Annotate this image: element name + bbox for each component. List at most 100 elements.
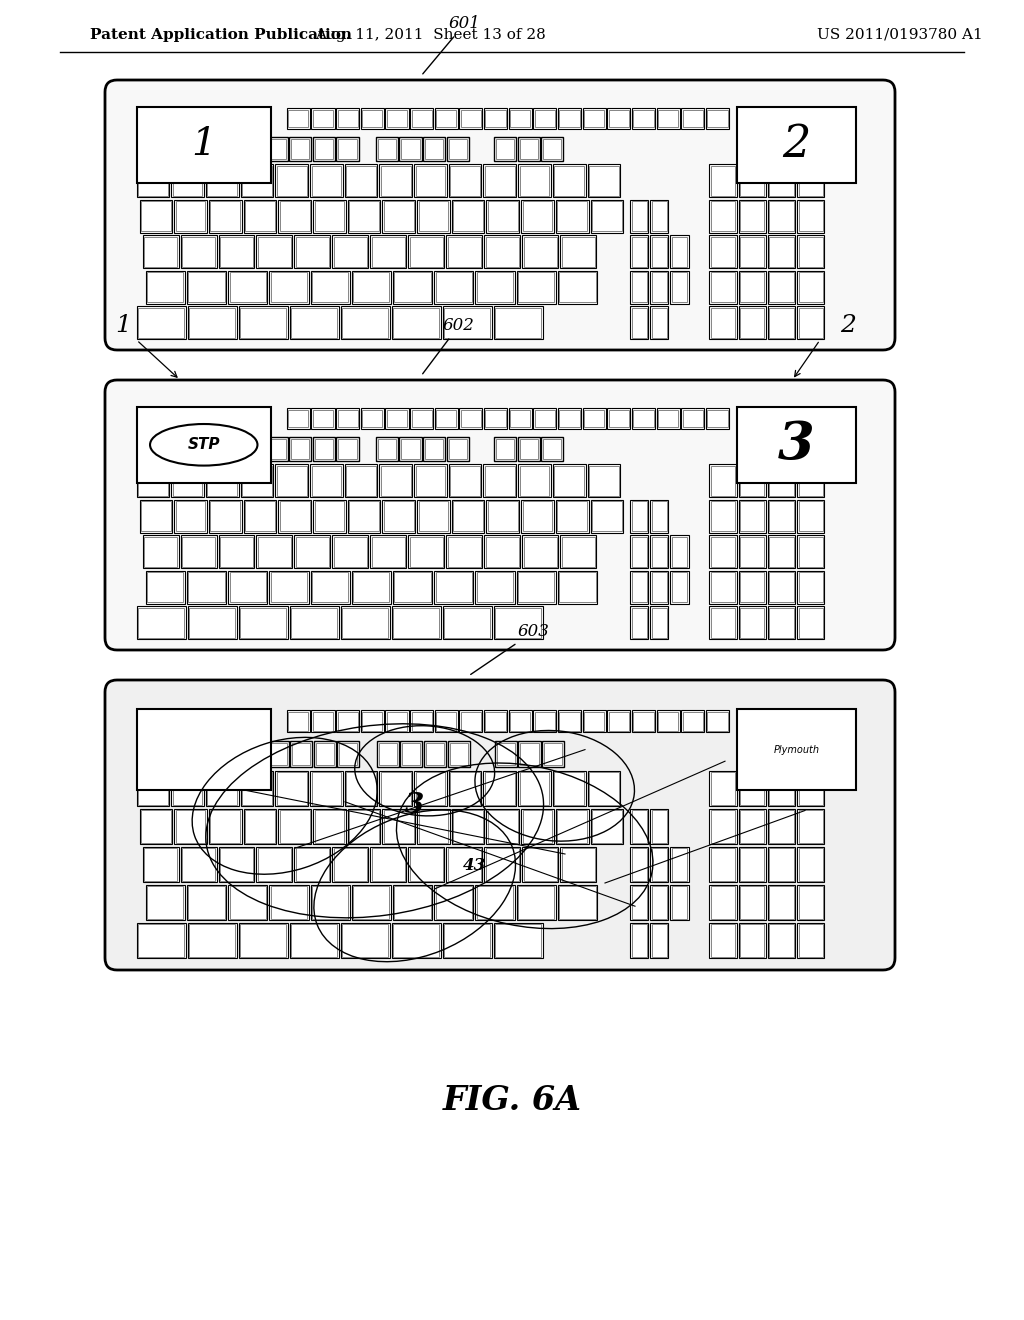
Bar [138, 166, 168, 195]
Bar [589, 166, 618, 195]
Bar [339, 743, 357, 766]
Bar [650, 536, 669, 569]
Bar [189, 924, 236, 957]
Bar [738, 847, 766, 882]
Bar [534, 408, 556, 429]
Bar [372, 849, 404, 880]
Bar [768, 884, 796, 920]
Text: US 2011/0193780 A1: US 2011/0193780 A1 [817, 28, 983, 42]
Bar [447, 236, 480, 267]
Bar [205, 438, 222, 459]
Bar [351, 884, 391, 920]
Bar [351, 570, 391, 603]
Bar [797, 809, 824, 845]
Bar [399, 137, 422, 161]
Bar [362, 110, 382, 127]
Bar [446, 847, 482, 882]
Bar [226, 137, 248, 161]
Bar [436, 110, 457, 127]
Bar [181, 139, 199, 158]
Bar [419, 202, 449, 231]
Bar [339, 438, 356, 459]
Text: 2: 2 [782, 123, 810, 166]
Bar [632, 573, 647, 602]
Bar [738, 165, 766, 198]
Bar [738, 306, 766, 339]
Bar [291, 308, 337, 338]
Bar [588, 165, 621, 198]
Bar [631, 235, 648, 268]
Bar [268, 743, 287, 766]
Bar [535, 110, 555, 127]
Text: 1: 1 [115, 314, 131, 337]
Bar [652, 886, 667, 919]
Bar [241, 771, 273, 807]
Bar [553, 165, 586, 198]
Bar [797, 771, 824, 807]
Bar [435, 573, 472, 602]
Bar [710, 536, 736, 569]
Bar [381, 772, 411, 805]
Bar [290, 741, 312, 767]
Bar [486, 500, 519, 533]
Bar [632, 202, 647, 231]
Bar [269, 271, 308, 304]
Bar [346, 166, 376, 195]
Bar [423, 137, 445, 161]
Bar [632, 924, 647, 957]
Bar [211, 502, 241, 532]
Bar [656, 108, 680, 128]
Bar [650, 271, 669, 304]
Bar [401, 438, 420, 459]
Bar [209, 199, 242, 232]
Bar [452, 500, 484, 533]
Bar [147, 573, 183, 602]
Bar [584, 409, 604, 428]
Bar [449, 465, 481, 498]
Bar [136, 145, 146, 154]
Bar [631, 570, 648, 603]
Bar [338, 409, 357, 428]
Bar [181, 743, 200, 766]
Bar [141, 202, 171, 231]
Bar [376, 137, 398, 161]
Bar [229, 573, 266, 602]
Bar [488, 810, 518, 843]
Bar [158, 743, 176, 766]
Bar [188, 886, 224, 919]
Bar [333, 235, 369, 268]
Bar [799, 573, 823, 602]
Bar [523, 537, 557, 566]
Bar [634, 110, 653, 127]
Bar [265, 437, 288, 461]
Bar [265, 137, 288, 161]
Bar [631, 847, 648, 882]
Bar [280, 502, 309, 532]
Bar [799, 772, 823, 805]
Bar [410, 710, 433, 733]
Bar [393, 924, 439, 957]
Bar [314, 139, 333, 158]
Bar [362, 409, 382, 428]
Bar [206, 743, 223, 766]
Text: 1: 1 [191, 127, 216, 164]
Bar [229, 886, 266, 919]
Bar [710, 884, 736, 920]
Bar [738, 235, 766, 268]
Bar [348, 500, 381, 533]
Bar [414, 771, 446, 807]
Bar [173, 772, 203, 805]
Bar [239, 606, 288, 639]
Bar [187, 923, 237, 958]
Bar [156, 437, 177, 461]
Bar [485, 110, 506, 127]
Bar [711, 573, 735, 602]
Bar [269, 570, 308, 603]
Bar [553, 465, 586, 498]
Bar [542, 437, 563, 461]
Bar [584, 711, 604, 731]
Bar [341, 923, 390, 958]
Bar [218, 536, 255, 569]
Bar [589, 466, 618, 496]
Bar [136, 165, 169, 198]
